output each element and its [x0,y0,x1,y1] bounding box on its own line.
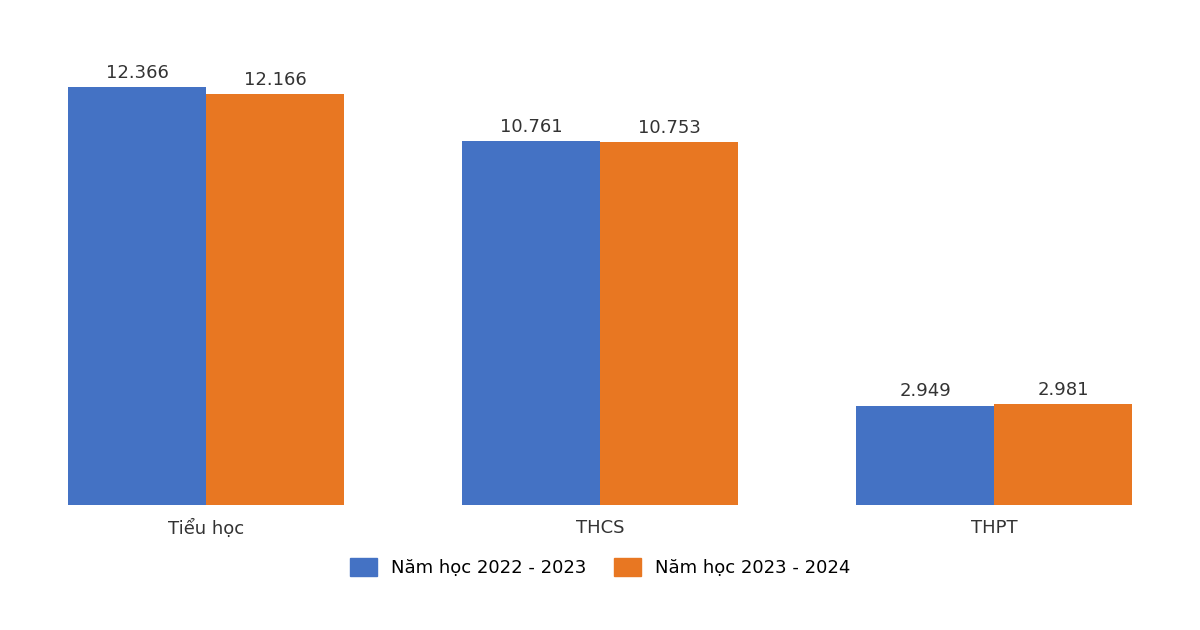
Bar [600,142,738,505]
Text: 10.753: 10.753 [637,118,701,137]
Bar [856,406,994,505]
Text: 2.949: 2.949 [899,382,950,401]
Legend: Năm học 2022 - 2023, Năm học 2023 - 2024: Năm học 2022 - 2023, Năm học 2023 - 2024 [342,551,858,585]
Text: 12.166: 12.166 [244,71,306,89]
Bar [994,404,1132,505]
Text: 2.981: 2.981 [1037,381,1088,399]
Text: 10.761: 10.761 [499,118,563,136]
Bar [68,87,206,505]
Bar [462,141,600,505]
Text: 12.366: 12.366 [106,64,168,82]
Bar [206,94,344,505]
